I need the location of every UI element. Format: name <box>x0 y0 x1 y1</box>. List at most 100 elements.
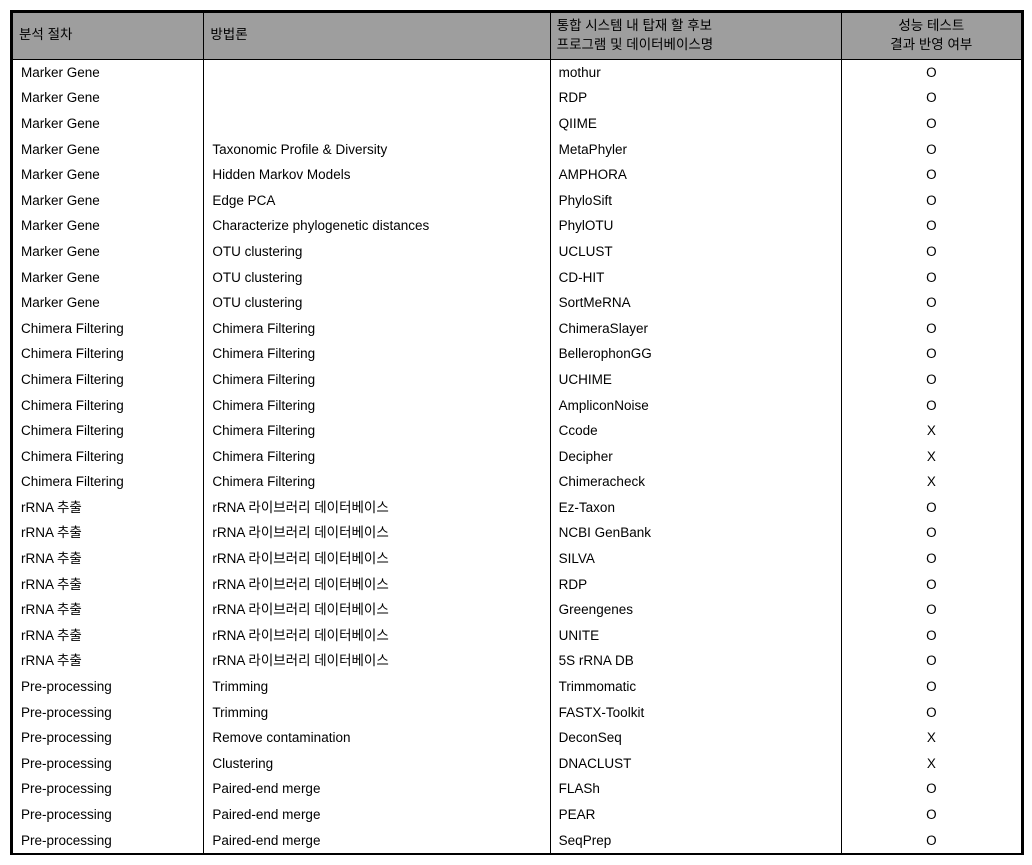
cell-methodology: rRNA 라이브러리 데이터베이스 <box>204 546 550 572</box>
cell-analysis-procedure: Marker Gene <box>13 239 204 265</box>
cell-methodology: Paired-end merge <box>204 802 550 828</box>
cell-program: SeqPrep <box>550 828 841 854</box>
table-row: rRNA 추출rRNA 라이브러리 데이터베이스NCBI GenBankO <box>13 520 1022 546</box>
cell-program: AmpliconNoise <box>550 393 841 419</box>
analysis-table: 분석 절차 방법론 통합 시스템 내 탑재 할 후보 프로그램 및 데이터베이스… <box>12 12 1022 853</box>
table-row: Pre-processingRemove contaminationDeconS… <box>13 725 1022 751</box>
cell-analysis-procedure: Pre-processing <box>13 776 204 802</box>
cell-analysis-procedure: Pre-processing <box>13 751 204 777</box>
cell-result: O <box>841 700 1021 726</box>
cell-result: O <box>841 85 1021 111</box>
table-row: Chimera FilteringChimera FilteringUCHIME… <box>13 367 1022 393</box>
cell-analysis-procedure: Chimera Filtering <box>13 469 204 495</box>
cell-result: O <box>841 341 1021 367</box>
header-candidate-line2: 프로그램 및 데이터베이스명 <box>557 37 714 52</box>
cell-methodology: Trimming <box>204 700 550 726</box>
cell-program: UCHIME <box>550 367 841 393</box>
cell-analysis-procedure: Marker Gene <box>13 290 204 316</box>
cell-analysis-procedure: rRNA 추출 <box>13 597 204 623</box>
cell-methodology: rRNA 라이브러리 데이터베이스 <box>204 623 550 649</box>
cell-result: O <box>841 111 1021 137</box>
cell-result: X <box>841 469 1021 495</box>
table-row: Chimera FilteringChimera FilteringChimer… <box>13 469 1022 495</box>
table-row: rRNA 추출rRNA 라이브러리 데이터베이스RDPO <box>13 572 1022 598</box>
cell-result: O <box>841 546 1021 572</box>
cell-result: O <box>841 213 1021 239</box>
table-row: Chimera FilteringChimera FilteringDeciph… <box>13 444 1022 470</box>
table-header: 분석 절차 방법론 통합 시스템 내 탑재 할 후보 프로그램 및 데이터베이스… <box>13 13 1022 60</box>
table-row: Marker GeneEdge PCAPhyloSiftO <box>13 188 1022 214</box>
cell-program: 5S rRNA DB <box>550 648 841 674</box>
cell-program: AMPHORA <box>550 162 841 188</box>
cell-analysis-procedure: Pre-processing <box>13 828 204 854</box>
cell-program: FASTX-Toolkit <box>550 700 841 726</box>
cell-analysis-procedure: Chimera Filtering <box>13 444 204 470</box>
table-row: Marker GeneOTU clusteringUCLUSTO <box>13 239 1022 265</box>
cell-methodology: rRNA 라이브러리 데이터베이스 <box>204 597 550 623</box>
cell-methodology <box>204 111 550 137</box>
table-row: Chimera FilteringChimera FilteringAmplic… <box>13 393 1022 419</box>
cell-result: X <box>841 418 1021 444</box>
cell-analysis-procedure: rRNA 추출 <box>13 546 204 572</box>
cell-analysis-procedure: Marker Gene <box>13 162 204 188</box>
cell-result: O <box>841 393 1021 419</box>
table-row: rRNA 추출rRNA 라이브러리 데이터베이스Ez-TaxonO <box>13 495 1022 521</box>
cell-program: Ccode <box>550 418 841 444</box>
cell-methodology: OTU clustering <box>204 290 550 316</box>
cell-result: O <box>841 572 1021 598</box>
cell-program: UNITE <box>550 623 841 649</box>
cell-methodology: rRNA 라이브러리 데이터베이스 <box>204 648 550 674</box>
cell-methodology: Chimera Filtering <box>204 393 550 419</box>
cell-methodology: rRNA 라이브러리 데이터베이스 <box>204 572 550 598</box>
table-row: rRNA 추출rRNA 라이브러리 데이터베이스SILVAO <box>13 546 1022 572</box>
cell-result: O <box>841 59 1021 85</box>
cell-analysis-procedure: Marker Gene <box>13 188 204 214</box>
table-body: Marker GenemothurOMarker GeneRDPOMarker … <box>13 59 1022 853</box>
cell-result: O <box>841 137 1021 163</box>
table-row: Pre-processingPaired-end mergeFLAShO <box>13 776 1022 802</box>
cell-analysis-procedure: Marker Gene <box>13 265 204 291</box>
cell-analysis-procedure: Chimera Filtering <box>13 418 204 444</box>
cell-methodology: Chimera Filtering <box>204 469 550 495</box>
header-result-line1: 성능 테스트 <box>898 18 964 33</box>
table-row: rRNA 추출rRNA 라이브러리 데이터베이스5S rRNA DBO <box>13 648 1022 674</box>
cell-analysis-procedure: rRNA 추출 <box>13 495 204 521</box>
header-methodology: 방법론 <box>204 13 550 60</box>
cell-analysis-procedure: Pre-processing <box>13 700 204 726</box>
cell-result: O <box>841 239 1021 265</box>
cell-analysis-procedure: Marker Gene <box>13 111 204 137</box>
cell-analysis-procedure: Marker Gene <box>13 59 204 85</box>
cell-analysis-procedure: Chimera Filtering <box>13 341 204 367</box>
cell-program: SortMeRNA <box>550 290 841 316</box>
cell-program: RDP <box>550 85 841 111</box>
cell-methodology <box>204 59 550 85</box>
cell-methodology: Taxonomic Profile & Diversity <box>204 137 550 163</box>
cell-program: CD-HIT <box>550 265 841 291</box>
cell-result: O <box>841 776 1021 802</box>
cell-result: O <box>841 290 1021 316</box>
cell-analysis-procedure: rRNA 추출 <box>13 648 204 674</box>
cell-methodology: rRNA 라이브러리 데이터베이스 <box>204 520 550 546</box>
data-table-container: 분석 절차 방법론 통합 시스템 내 탑재 할 후보 프로그램 및 데이터베이스… <box>10 10 1024 855</box>
cell-result: O <box>841 674 1021 700</box>
cell-result: O <box>841 188 1021 214</box>
cell-program: PEAR <box>550 802 841 828</box>
cell-program: PhyloSift <box>550 188 841 214</box>
cell-result: O <box>841 828 1021 854</box>
table-row: Pre-processingPaired-end mergeSeqPrepO <box>13 828 1022 854</box>
cell-analysis-procedure: Chimera Filtering <box>13 367 204 393</box>
cell-program: MetaPhyler <box>550 137 841 163</box>
cell-methodology: Trimming <box>204 674 550 700</box>
cell-methodology: Chimera Filtering <box>204 418 550 444</box>
cell-methodology: OTU clustering <box>204 239 550 265</box>
table-row: rRNA 추출rRNA 라이브러리 데이터베이스GreengenesO <box>13 597 1022 623</box>
table-row: Pre-processingClusteringDNACLUSTX <box>13 751 1022 777</box>
table-row: Pre-processingPaired-end mergePEARO <box>13 802 1022 828</box>
cell-analysis-procedure: Marker Gene <box>13 137 204 163</box>
cell-result: O <box>841 520 1021 546</box>
cell-result: O <box>841 597 1021 623</box>
cell-analysis-procedure: rRNA 추출 <box>13 572 204 598</box>
table-row: Chimera FilteringChimera FilteringChimer… <box>13 316 1022 342</box>
table-row: Marker GeneTaxonomic Profile & Diversity… <box>13 137 1022 163</box>
cell-program: Ez-Taxon <box>550 495 841 521</box>
